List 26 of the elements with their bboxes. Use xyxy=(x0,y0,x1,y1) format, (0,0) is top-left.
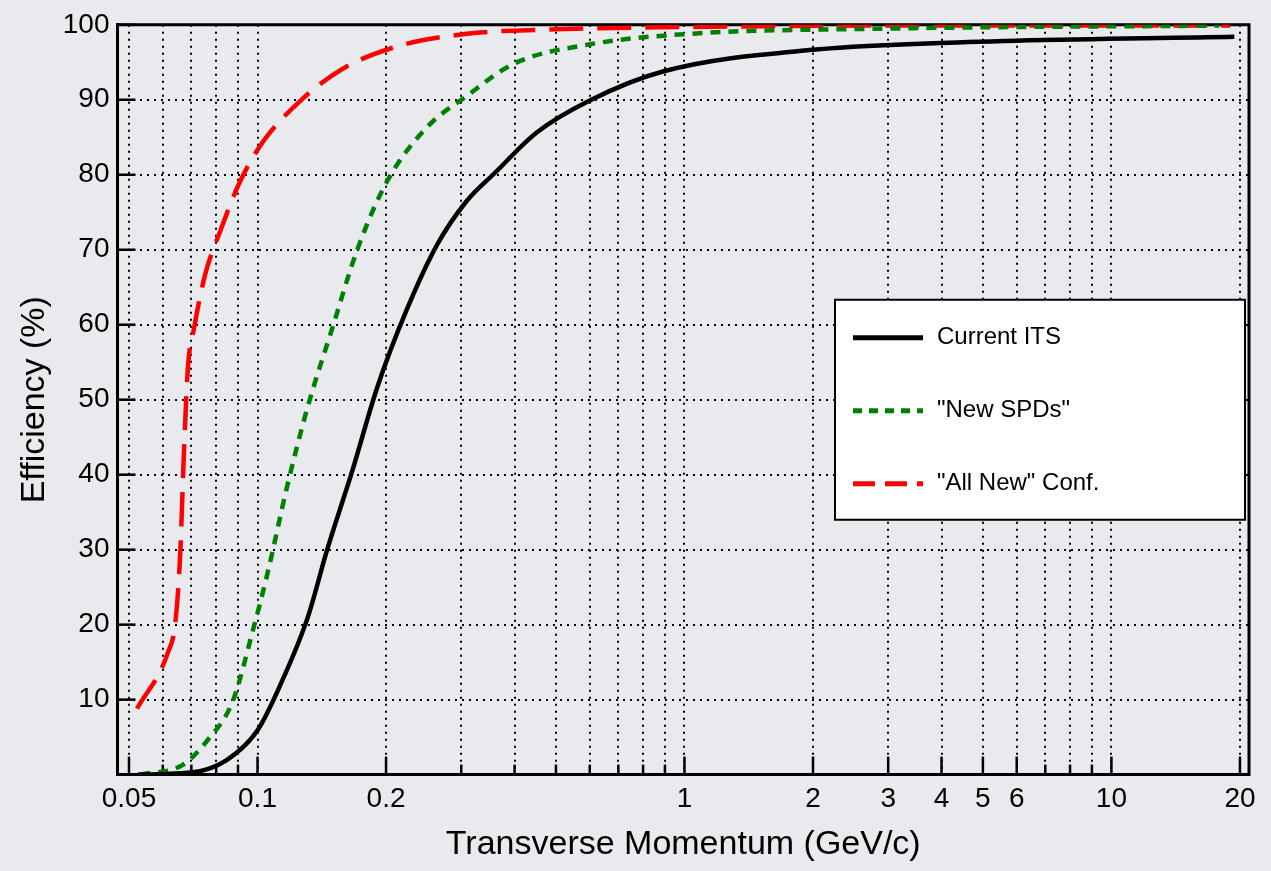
y-tick-label: 10 xyxy=(78,682,110,714)
x-tick-label: 0.2 xyxy=(366,782,406,814)
legend-label: "All New" Conf. xyxy=(937,468,1100,496)
x-tick-label: 4 xyxy=(933,782,950,814)
x-tick-label: 20 xyxy=(1224,782,1256,814)
x-axis-title: Transverse Momentum (GeV/c) xyxy=(445,822,921,861)
x-tick-label: 0.05 xyxy=(101,782,157,814)
y-tick-label: 90 xyxy=(78,82,110,114)
y-tick-label: 40 xyxy=(78,457,110,489)
y-tick-label: 60 xyxy=(78,307,110,339)
x-tick-label: 6 xyxy=(1008,782,1025,814)
y-tick-label: 50 xyxy=(78,382,110,414)
x-tick-label: 5 xyxy=(975,782,991,814)
y-tick-label: 20 xyxy=(78,607,110,639)
y-tick-label: 100 xyxy=(62,7,110,39)
y-tick-label: 70 xyxy=(78,232,110,264)
legend-label: "New SPDs" xyxy=(937,395,1071,423)
y-axis-title: Efficiency (%) xyxy=(12,296,51,504)
y-tick-label: 80 xyxy=(78,157,110,189)
x-tick-label: 1 xyxy=(676,782,693,814)
x-tick-label: 2 xyxy=(805,782,821,814)
x-tick-label: 3 xyxy=(880,782,896,814)
x-tick-label: 0.1 xyxy=(238,782,277,814)
x-tick-label: 10 xyxy=(1095,782,1127,814)
y-tick-label: 30 xyxy=(78,532,110,564)
legend-label: Current ITS xyxy=(937,322,1062,350)
